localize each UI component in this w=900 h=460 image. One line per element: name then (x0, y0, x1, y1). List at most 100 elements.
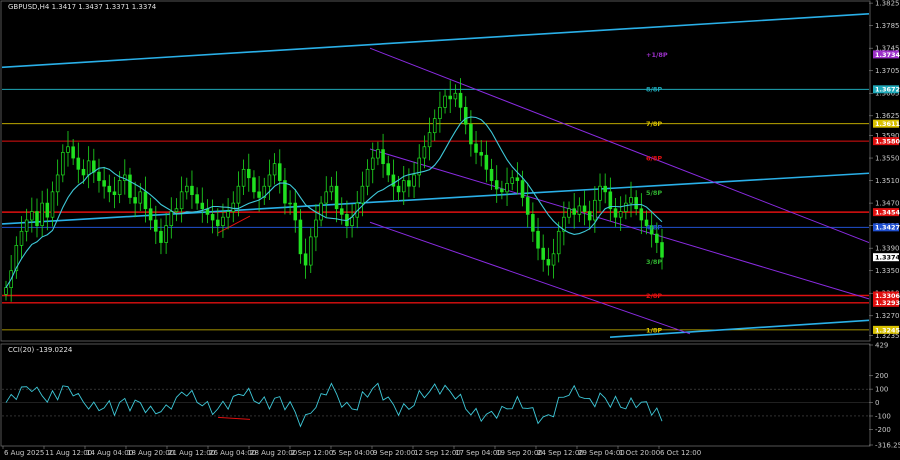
murrey-label: 1/8P (646, 326, 662, 334)
time-tick-label: 6 Oct 12:00 (660, 449, 701, 457)
candle-body (644, 219, 649, 226)
current-price-text: 1.3374 (875, 254, 900, 262)
murrey-label: 7/8P (646, 120, 662, 128)
candle-body (613, 208, 618, 218)
price-tag-box (873, 50, 899, 59)
candle-body (86, 160, 91, 176)
price-tick-label: 1.3235 (875, 332, 900, 340)
candle-body (629, 197, 633, 204)
candle-body (133, 197, 137, 204)
time-tick-label: 17 Sep 04:00 (455, 449, 502, 457)
candle-body (401, 180, 406, 193)
candle-body (624, 202, 628, 212)
time-tick-label: 1 Oct 20:00 (619, 449, 660, 457)
price-tick-label: 1.3705 (875, 67, 900, 75)
candle-body (505, 183, 509, 193)
candle-body (484, 154, 489, 170)
candle-body (283, 180, 287, 204)
candle-body (308, 236, 313, 266)
candle-body (30, 211, 34, 221)
candle-body (500, 188, 504, 193)
candle-body (536, 230, 540, 249)
candle-body (102, 180, 106, 187)
candle-body (567, 208, 571, 218)
candle-body (474, 143, 478, 153)
cci-tick-label: -200 (875, 426, 891, 434)
candle-body (143, 191, 148, 210)
time-tick-label: 29 Sep 04:00 (578, 449, 625, 457)
candle-body (525, 197, 530, 215)
candle-body (138, 191, 143, 204)
candle-body (396, 185, 401, 193)
candle-body (515, 177, 520, 181)
candle-body (92, 160, 96, 173)
channel-lower-line (369, 221, 691, 335)
cci-line (5, 382, 663, 428)
cci-panel[interactable] (0, 343, 871, 447)
candle-body (112, 191, 117, 196)
trend-lines-layer (1, 13, 870, 338)
candle-body (489, 168, 494, 181)
price-tag-box (873, 119, 899, 128)
candle-body (24, 219, 29, 232)
price-tag-text: 1.3580 (875, 138, 900, 146)
price-tick-label: 1.3825 (875, 0, 900, 8)
price-tick-label: 1.3350 (875, 267, 900, 275)
candle-body (128, 174, 132, 198)
time-tick-label: 2 Sep 12:00 (291, 449, 333, 457)
candle-body (107, 185, 112, 193)
price-tick-label: 1.3510 (875, 177, 900, 185)
candle-body (231, 202, 236, 212)
candle-body (277, 163, 282, 181)
candle-body (577, 205, 582, 215)
cci-tick-label: 100 (875, 386, 888, 394)
price-tag-text: 1.3427 (875, 224, 900, 232)
candle-body (556, 230, 561, 255)
candle-body (334, 185, 339, 210)
candle-body (76, 157, 81, 170)
price-tag-text: 1.3454 (875, 209, 900, 217)
candle-body (324, 191, 329, 204)
price-tag-text: 1.3293 (875, 299, 900, 307)
candle-body (154, 219, 158, 232)
candle-body (19, 230, 24, 246)
candle-body (195, 194, 199, 204)
price-tag-text: 1.3306 (875, 292, 900, 300)
candle-body (438, 106, 442, 119)
cci-tick-label: 0 (875, 399, 879, 407)
candle-body (190, 185, 194, 196)
candle-body (298, 219, 303, 255)
candle-body (293, 202, 298, 221)
middle-trend-line (1, 172, 870, 225)
cci-tick-label: 200 (875, 372, 888, 380)
main-panel[interactable] (0, 0, 871, 342)
time-tick-label: 9 Sep 20:00 (373, 449, 415, 457)
time-tick-label: 18 Aug 20:00 (127, 449, 174, 457)
candle-body (66, 146, 70, 153)
candle-body (593, 199, 597, 221)
candle-body (432, 118, 437, 134)
murrey-label: 4/8P (646, 224, 662, 232)
candle-body (598, 185, 602, 201)
candle-body (531, 214, 535, 232)
candle-body (370, 157, 375, 170)
candle-body (226, 211, 230, 218)
price-tag-text: 1.3611 (875, 120, 900, 128)
price-tag-box (873, 325, 899, 334)
candle-body (216, 219, 220, 226)
candle-body (463, 106, 468, 125)
candle-body (329, 185, 334, 193)
cci-axis: 429 200 100 0 -100 -200 -316.257 (869, 341, 900, 449)
candle-body (236, 185, 241, 204)
candle-body (45, 202, 50, 218)
price-tick-label: 1.3590 (875, 132, 900, 140)
time-tick-label: 11 Aug 12:00 (45, 449, 92, 457)
candle-body (200, 202, 205, 210)
price-tag-text: 1.3672 (875, 86, 900, 94)
candle-body (339, 208, 344, 215)
price-tags-layer: 1.3734 1.3672 1.3611 1.3580 1.3454 1.3427 1.33… (873, 50, 900, 334)
price-tag-text: 1.3245 (875, 326, 900, 334)
candle-body (267, 174, 272, 187)
price-tick-label: 1.3470 (875, 200, 900, 208)
